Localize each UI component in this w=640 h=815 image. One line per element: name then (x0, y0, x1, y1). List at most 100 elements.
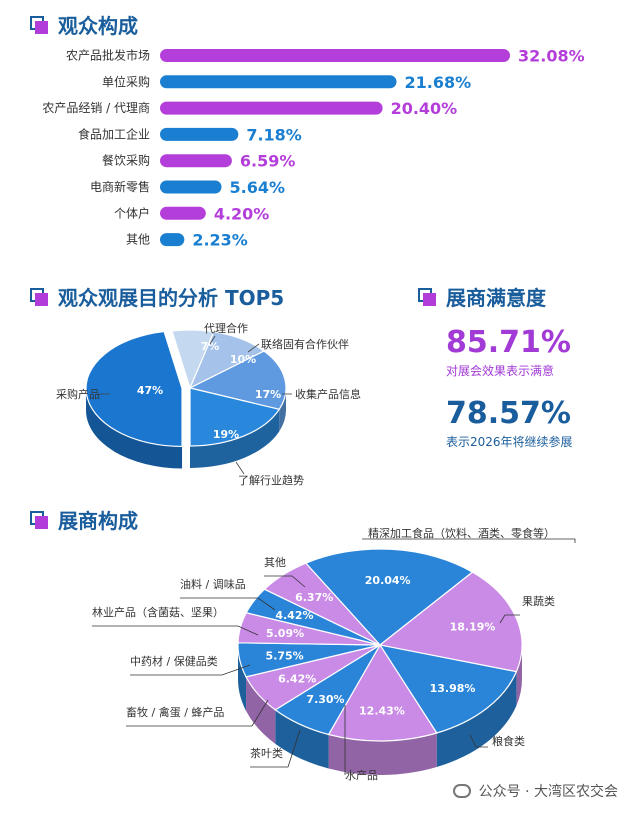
pie-leader-line (235, 461, 245, 475)
pie-value-label: 10% (230, 353, 256, 366)
satisfaction-stat-2-label: 表示2026年将继续参展 (446, 435, 573, 449)
pie-slice-side (86, 388, 183, 469)
pie-leader-line (362, 538, 576, 543)
watermark-text: 公众号 · 大湾区农交会 (478, 784, 618, 800)
bar (160, 75, 397, 89)
pie-leader-line (130, 664, 251, 676)
bar-value-label: 2.23% (192, 231, 248, 250)
pie-value-label: 7% (201, 340, 220, 353)
pie-leader-line (469, 734, 488, 748)
pie-slice-side (436, 671, 517, 768)
bar-category-label: 食品加工企业 (78, 126, 150, 141)
bar-category-label: 个体户 (114, 205, 150, 220)
exhibitors-title: 展商构成 (30, 505, 138, 534)
bar-value-label: 21.68% (405, 73, 472, 92)
bar-value-label: 5.64% (230, 178, 286, 197)
pie-category-label: 中药材 / 保健品类 (130, 654, 218, 668)
pie-value-label: 5.75% (266, 649, 304, 662)
bar-value-label: 4.20% (214, 204, 270, 223)
pie-slice (263, 562, 381, 646)
pie-value-label: 4.42% (275, 609, 313, 622)
bar-category-label: 电商新零售 (90, 179, 150, 194)
pie-slice (304, 548, 474, 646)
pie-slice (327, 643, 438, 742)
pie-value-label: 7.30% (306, 693, 344, 706)
pie-value-label: 13.98% (430, 682, 476, 695)
section-square-icon (418, 287, 436, 306)
pie-slice (85, 330, 183, 448)
pie-category-label: 代理合作 (204, 321, 248, 335)
pie-leader-line (180, 597, 276, 611)
pie-value-label: 18.19% (450, 620, 496, 633)
pie-value-label: 12.43% (359, 704, 405, 717)
pie-category-label: 果蔬类 (522, 594, 555, 608)
satisfaction-stat-1-label: 对展会效果表示满意 (446, 364, 555, 378)
pie-category-label: 茶叶类 (250, 746, 283, 760)
wechat-icon (452, 784, 471, 798)
purpose-title-text: 观众观展目的分析 TOP5 (58, 286, 285, 310)
pie-value-label: 6.42% (278, 673, 316, 686)
bar-value-label: 7.18% (246, 125, 302, 144)
pie-slice-side (328, 733, 437, 775)
bar-value-label: 6.59% (240, 152, 296, 171)
bar (160, 49, 510, 62)
audience-bar-chart: 农产品批发市场 32.08% 单位采购 21.68% 农产品经销 / 代理商 20.40%… (42, 47, 585, 250)
pie-slice-side (275, 709, 329, 769)
satisfaction-title-text: 展商满意度 (446, 286, 546, 310)
pie-value-label: 17% (255, 388, 281, 401)
bar-category-label: 其他 (126, 233, 150, 247)
bar (160, 127, 239, 141)
pie-category-label: 采购产品 (56, 387, 100, 401)
bar-category-label: 单位采购 (102, 74, 150, 89)
bar (160, 206, 206, 220)
pie-leader-line (126, 699, 269, 727)
bar-value-label: 20.40% (391, 99, 458, 118)
pie-category-label: 其他 (264, 556, 286, 569)
satisfaction-stat-1: 85.71% (446, 325, 571, 360)
bar (160, 154, 232, 168)
pie-category-label: 油料 / 调味品 (180, 577, 246, 591)
pie-leader-line (209, 335, 216, 345)
bar-category-label: 农产品批发市场 (66, 48, 150, 63)
pie-value-label: 47% (137, 384, 163, 397)
pie-category-label: 联络固有合作伙伴 (261, 337, 349, 351)
exhibitors-title-text: 展商构成 (58, 509, 138, 533)
pie-value-label: 6.37% (295, 591, 333, 604)
pie-category-label: 粮食类 (492, 734, 525, 748)
pie-slice (378, 571, 523, 673)
pie-leader-line (264, 575, 306, 588)
pie-slice (189, 387, 281, 447)
pie-leader-line (250, 729, 301, 768)
purpose-title: 观众观展目的分析 TOP5 (30, 282, 284, 311)
section-square-icon (30, 287, 48, 306)
pie-leader-line (499, 614, 520, 624)
pie-category-label: 水产品 (345, 768, 378, 782)
pie-slice (188, 350, 287, 411)
purpose-pie-chart: 47% 7% 10% 17% 19% 采购产品 代理合作联络固有合作伙伴收集产品信息了解行业… (56, 321, 361, 487)
pie-category-label: 收集产品信息 (295, 387, 361, 401)
pie-slice-side (190, 409, 280, 468)
pie-slice-side (246, 676, 276, 744)
bar-category-label: 餐饮采购 (102, 153, 150, 168)
audience-title-text: 观众构成 (58, 14, 138, 38)
pie-value-label: 19% (213, 428, 239, 441)
satisfaction-stat-2: 78.57% (446, 396, 571, 431)
section-square-icon (30, 15, 48, 34)
satisfaction-title: 展商满意度 (418, 282, 546, 311)
exhibitors-pie-chart: 20.04% 18.19% 13.98% 12.43% 7.30% 6.42% 5.75% 5… (92, 526, 576, 782)
pie-category-label: 精深加工食品（饮料、酒类、零食等） (368, 526, 555, 540)
bar-value-label: 32.08% (518, 47, 585, 66)
pie-leader-line (92, 625, 259, 636)
pie-category-label: 林业产品（含菌菇、坚果） (92, 605, 224, 619)
pie-value-label: 20.04% (365, 574, 411, 587)
bar (160, 180, 222, 194)
section-square-icon (30, 510, 48, 529)
pie-category-label: 畜牧 / 禽蛋 / 蜂产品 (126, 705, 224, 719)
audience-title: 观众构成 (30, 10, 138, 39)
bar (160, 233, 185, 247)
watermark: 公众号 · 大湾区农交会 (452, 781, 618, 801)
bar (160, 101, 383, 115)
pie-value-label: 5.09% (266, 627, 304, 640)
pie-category-label: 了解行业趋势 (238, 473, 304, 487)
pie-slice (378, 644, 518, 734)
